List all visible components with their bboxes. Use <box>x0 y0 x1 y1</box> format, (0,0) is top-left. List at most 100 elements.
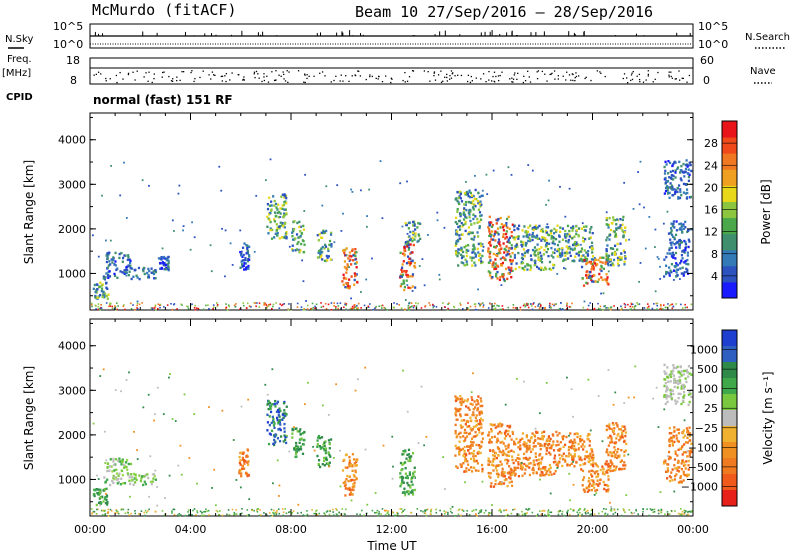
colorbar-segment <box>722 346 737 363</box>
colorbar-tick-label: 16 <box>704 204 718 217</box>
echo-cell <box>386 309 389 311</box>
echo-cell <box>674 191 677 194</box>
echo-cell <box>539 268 543 272</box>
echo-cell <box>601 256 604 259</box>
echo-cell <box>580 458 583 462</box>
echo-cell <box>426 234 429 236</box>
echo-cell <box>407 308 410 310</box>
echo-cell <box>605 255 609 259</box>
echo-cell <box>381 217 384 220</box>
echo-cell <box>569 439 573 442</box>
echo-cell <box>597 307 600 310</box>
echo-cell <box>93 510 96 513</box>
echo-cell <box>508 252 511 256</box>
echo-cell <box>213 468 216 471</box>
echo-cell <box>539 259 542 262</box>
nave-point <box>408 76 411 78</box>
echo-cell <box>106 503 109 506</box>
echo-cell <box>598 272 601 276</box>
echo-cell <box>241 508 243 510</box>
echo-cell <box>276 211 279 215</box>
nave-point <box>678 70 680 72</box>
echo-cell <box>499 244 502 247</box>
echo-cell <box>402 282 406 285</box>
echo-cell <box>554 460 557 463</box>
colorbar-segment <box>722 233 737 251</box>
echo-cell <box>400 268 403 271</box>
echo-cell <box>611 469 614 472</box>
freq-tick-left-bottom: 8 <box>70 74 77 87</box>
echo-cell <box>502 275 505 279</box>
echo-cell <box>316 233 319 237</box>
echo-cell <box>675 242 678 245</box>
nave-point <box>437 74 440 76</box>
echo-cell <box>604 278 607 281</box>
echo-cell <box>581 484 584 487</box>
echo-cell <box>144 482 147 486</box>
echo-cell <box>488 255 491 258</box>
nave-point <box>134 79 136 81</box>
echo-cell <box>283 222 287 225</box>
echo-cell <box>609 464 612 468</box>
echo-cell <box>340 230 343 232</box>
echo-cell <box>584 508 586 510</box>
echo-cell <box>494 479 497 482</box>
echo-cell <box>136 458 139 460</box>
echo-cell <box>675 467 679 470</box>
echo-cell <box>105 294 108 298</box>
echo-cell <box>612 258 616 262</box>
echo-cell <box>250 306 252 308</box>
echo-cell <box>596 280 599 284</box>
echo-cell <box>526 512 528 514</box>
nave-point <box>254 76 256 79</box>
echo-cell <box>623 302 626 305</box>
echo-cell <box>676 454 679 457</box>
echo-cell <box>684 182 687 186</box>
echo-cell <box>665 385 668 388</box>
echo-cell <box>351 248 354 251</box>
echo-cell <box>533 246 537 249</box>
echo-cell <box>532 445 535 448</box>
echo-cell <box>588 476 591 480</box>
echo-cell <box>278 427 281 431</box>
echo-cell <box>264 383 267 386</box>
echo-cell <box>322 305 325 308</box>
echo-cell <box>517 441 520 444</box>
colorbar-segment <box>722 121 737 138</box>
echo-cell <box>572 483 575 486</box>
echo-cell <box>417 239 420 242</box>
echo-cell <box>418 222 422 225</box>
echo-cell <box>239 469 242 472</box>
echo-cell <box>474 255 477 258</box>
echo-cell <box>97 255 100 258</box>
echo-cell <box>349 307 352 310</box>
echo-cell <box>196 482 198 485</box>
echo-cell <box>459 414 462 418</box>
echo-cell <box>409 458 412 462</box>
echo-cell <box>668 191 671 195</box>
nave-point <box>654 78 656 80</box>
echo-cell <box>520 262 523 265</box>
echo-cell <box>178 512 181 515</box>
echo-cell <box>581 513 583 516</box>
echo-cell <box>526 263 529 266</box>
echo-cell <box>266 225 269 228</box>
nave-point <box>511 81 513 83</box>
echo-cell <box>612 264 615 267</box>
echo-cell <box>287 308 290 311</box>
nave-point <box>523 75 525 78</box>
echo-cell <box>529 450 533 454</box>
echo-cell <box>244 266 248 269</box>
echo-cell <box>460 514 462 517</box>
echo-cell <box>498 509 500 512</box>
echo-cell <box>474 430 477 434</box>
echo-cell <box>413 305 415 307</box>
echo-cell <box>610 436 613 439</box>
nave-point <box>450 70 453 72</box>
echo-cell <box>246 509 249 511</box>
echo-cell <box>504 478 508 481</box>
echo-cell <box>463 191 467 195</box>
echo-cell <box>670 509 673 512</box>
echo-cell <box>551 263 555 266</box>
